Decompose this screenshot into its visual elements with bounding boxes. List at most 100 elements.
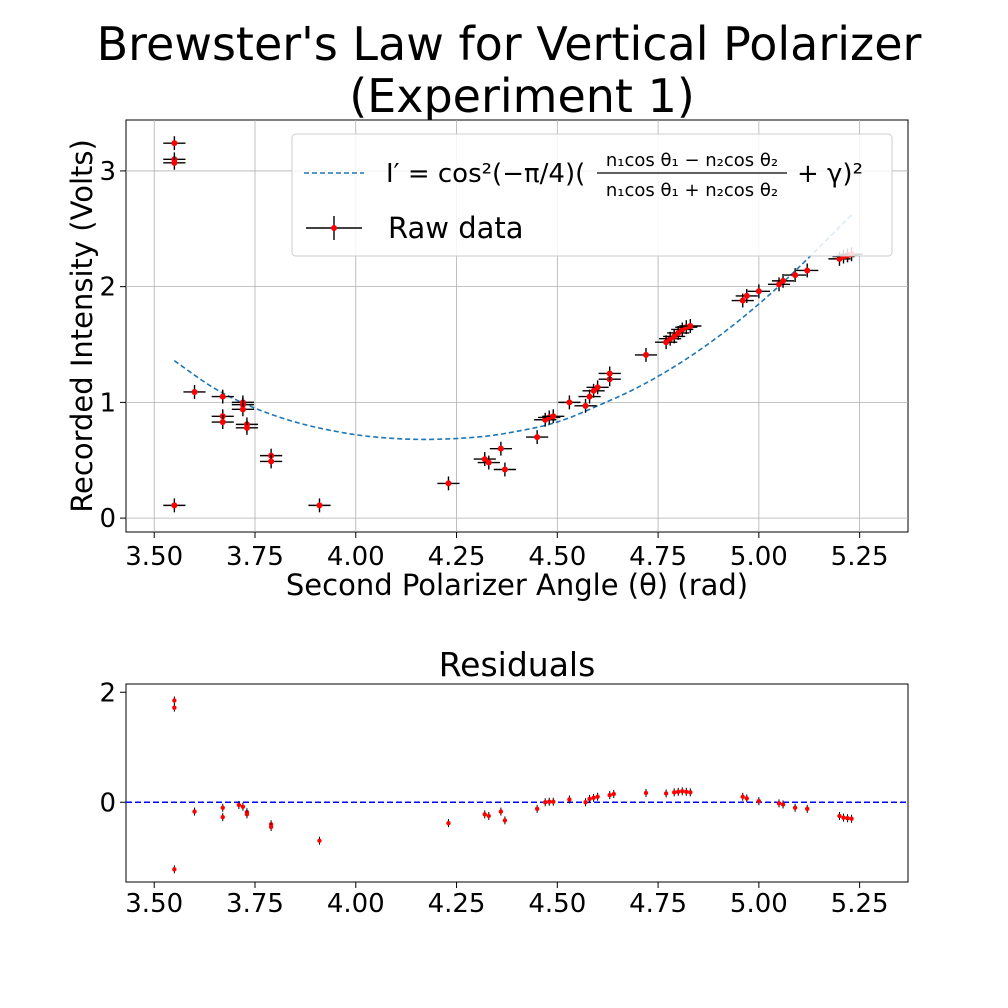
data-marker <box>171 140 178 147</box>
data-point <box>679 319 702 333</box>
residual-point <box>317 836 322 845</box>
data-marker <box>445 480 452 487</box>
data-point <box>211 389 234 404</box>
residuals-x-ticks: 3.50 3.75 4.00 4.25 4.50 4.75 5.00 5.25 <box>125 882 889 919</box>
residual-point <box>672 788 677 797</box>
residual-point <box>486 812 491 820</box>
main-plot: 3.50 3.75 4.00 4.25 4.50 4.75 5.00 5.25 0 1 2 3 I′… <box>65 119 909 602</box>
residual-point <box>756 797 762 806</box>
residual-marker <box>498 809 504 814</box>
residual-point <box>498 807 504 816</box>
residual-point <box>192 807 197 816</box>
legend-fit-label-main: I′ = cos²(−π/4)( <box>386 159 585 189</box>
data-marker <box>739 297 746 304</box>
residual-point <box>607 791 612 800</box>
residual-marker <box>482 812 487 817</box>
data-marker <box>606 370 613 377</box>
legend-data-swatch <box>306 216 362 240</box>
residual-point <box>740 792 745 801</box>
x-tick-label: 4.00 <box>327 542 385 572</box>
residual-marker <box>744 796 749 801</box>
data-marker <box>776 281 783 288</box>
data-marker <box>243 424 250 431</box>
residual-point <box>676 787 681 796</box>
x-tick-label: 4.50 <box>528 542 586 572</box>
data-point <box>489 441 512 456</box>
residuals-x-tick-label: 4.75 <box>629 889 687 919</box>
residuals-x-tick-label: 5.00 <box>730 889 788 919</box>
data-marker <box>586 393 593 400</box>
residual-marker <box>172 698 177 703</box>
data-point <box>163 155 186 170</box>
data-point <box>542 409 565 424</box>
residual-marker <box>192 809 197 814</box>
residual-point <box>567 795 572 804</box>
data-marker <box>534 434 541 441</box>
residual-point <box>611 790 616 798</box>
residual-marker <box>220 814 225 820</box>
data-point <box>784 268 807 283</box>
main-y-ticks: 0 1 2 3 <box>99 157 126 534</box>
legend-fit-label-numerator: n₁cos θ₁ − n₂cos θ₂ <box>606 150 778 171</box>
residual-marker <box>486 813 491 819</box>
data-point <box>437 476 460 491</box>
residual-point <box>220 803 225 812</box>
residual-marker <box>688 790 693 795</box>
residual-marker <box>547 799 552 804</box>
data-marker <box>316 502 323 509</box>
residual-point <box>805 804 810 813</box>
data-marker <box>550 413 557 420</box>
residual-point <box>841 813 846 822</box>
residual-point <box>268 823 274 831</box>
residual-marker <box>551 799 556 804</box>
residual-marker <box>849 816 854 821</box>
data-point <box>578 389 601 404</box>
y-tick-label: 3 <box>99 157 116 187</box>
data-point <box>211 415 234 429</box>
residual-marker <box>805 806 810 812</box>
legend-data-label: Raw data <box>388 211 524 245</box>
data-point <box>493 462 516 477</box>
residual-marker <box>172 705 177 710</box>
residual-marker <box>663 791 669 796</box>
residual-marker <box>643 790 649 796</box>
data-point <box>796 263 819 278</box>
residual-marker <box>240 804 246 809</box>
x-tick-label: 3.50 <box>125 542 183 572</box>
residual-marker <box>607 792 612 798</box>
residuals-x-tick-label: 3.50 <box>125 889 183 919</box>
fit-curve <box>173 214 853 441</box>
residual-point <box>220 813 225 822</box>
data-marker <box>780 277 787 284</box>
residual-point <box>172 696 177 705</box>
residual-marker <box>172 867 177 872</box>
residuals-plot: Residuals 3.50 3.75 4.00 4.25 4.50 4.75 5.00 5.… <box>99 645 909 919</box>
legend-fit-label-tail: + γ)² <box>797 159 863 189</box>
residual-point <box>236 801 242 809</box>
data-marker <box>171 502 178 509</box>
residual-point <box>837 812 842 820</box>
data-point <box>183 385 206 399</box>
residual-point <box>547 797 552 806</box>
residual-point <box>587 794 592 803</box>
data-point <box>526 430 549 445</box>
data-point <box>558 395 581 410</box>
residual-point <box>680 787 685 796</box>
main-points <box>163 136 863 513</box>
residual-marker <box>792 805 798 810</box>
data-point <box>598 366 621 381</box>
residual-point <box>543 798 548 807</box>
data-point <box>634 347 658 362</box>
data-point <box>735 288 758 303</box>
residual-marker <box>672 790 677 795</box>
data-point <box>163 498 186 513</box>
data-marker <box>675 329 682 336</box>
residual-point <box>482 810 487 819</box>
chart-title-line1: Brewster's Law for Vertical Polarizer <box>97 17 922 71</box>
residual-marker <box>587 796 592 802</box>
data-marker <box>171 159 178 166</box>
residual-point <box>663 789 669 798</box>
residual-point <box>744 794 749 803</box>
legend: I′ = cos²(−π/4)( n₁cos θ₁ − n₂cos θ₂ n₁c… <box>291 133 893 257</box>
residual-marker <box>611 791 616 797</box>
